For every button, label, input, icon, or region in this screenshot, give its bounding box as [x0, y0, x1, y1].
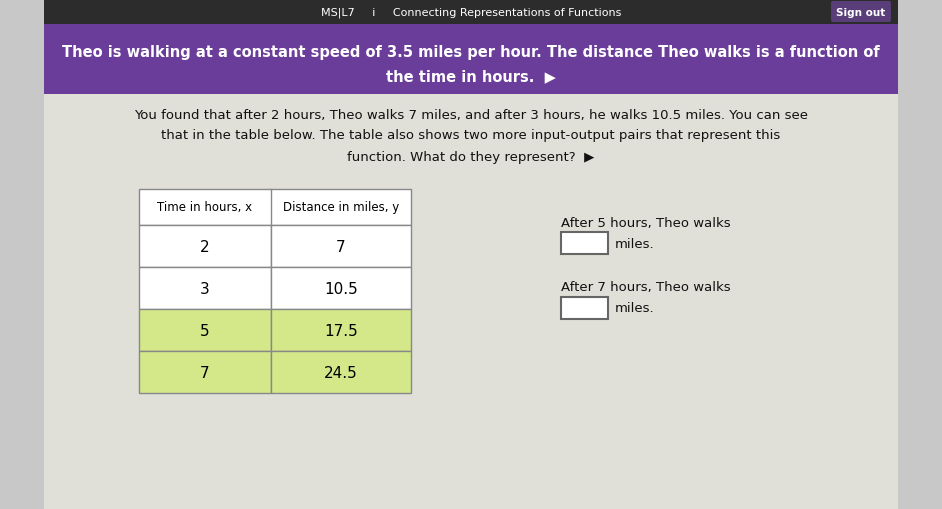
FancyBboxPatch shape — [831, 2, 891, 23]
Bar — [270, 267, 411, 309]
Bar — [270, 351, 411, 393]
Bar — [44, 95, 898, 509]
Bar — [139, 225, 270, 267]
Text: MS|L7     i     Connecting Representations of Functions: MS|L7 i Connecting Representations of Fu… — [321, 8, 621, 18]
Text: 10.5: 10.5 — [324, 281, 358, 296]
Text: After 7 hours, Theo walks: After 7 hours, Theo walks — [560, 281, 730, 294]
Bar — [270, 225, 411, 267]
Text: 7: 7 — [200, 365, 210, 380]
Text: Theo is walking at a constant speed of 3.5 miles per hour. The distance Theo wal: Theo is walking at a constant speed of 3… — [62, 44, 880, 60]
Bar — [44, 25, 898, 95]
Text: After 5 hours, Theo walks: After 5 hours, Theo walks — [560, 216, 730, 229]
Text: 3: 3 — [200, 281, 210, 296]
Text: Time in hours, x: Time in hours, x — [157, 201, 252, 214]
Bar — [139, 267, 270, 309]
Bar — [139, 309, 270, 351]
Bar — [270, 309, 411, 351]
Text: miles.: miles. — [615, 237, 655, 250]
Bar — [139, 190, 411, 225]
Text: that in the table below. The table also shows two more input-output pairs that r: that in the table below. The table also … — [161, 129, 781, 142]
Text: 7: 7 — [336, 239, 346, 254]
Text: 17.5: 17.5 — [324, 323, 358, 338]
Bar — [139, 351, 270, 393]
Text: Distance in miles, y: Distance in miles, y — [283, 201, 399, 214]
Text: You found that after 2 hours, Theo walks 7 miles, and after 3 hours, he walks 10: You found that after 2 hours, Theo walks… — [134, 108, 808, 121]
Text: 24.5: 24.5 — [324, 365, 358, 380]
Bar — [44, 0, 898, 25]
Text: miles.: miles. — [615, 302, 655, 315]
Bar — [560, 233, 608, 254]
Text: 2: 2 — [200, 239, 210, 254]
Text: Sign out: Sign out — [836, 8, 885, 18]
Text: 5: 5 — [200, 323, 210, 338]
Text: function. What do they represent?  ▶: function. What do they represent? ▶ — [348, 150, 594, 163]
Text: the time in hours.  ▶: the time in hours. ▶ — [386, 69, 556, 84]
Bar — [560, 297, 608, 319]
